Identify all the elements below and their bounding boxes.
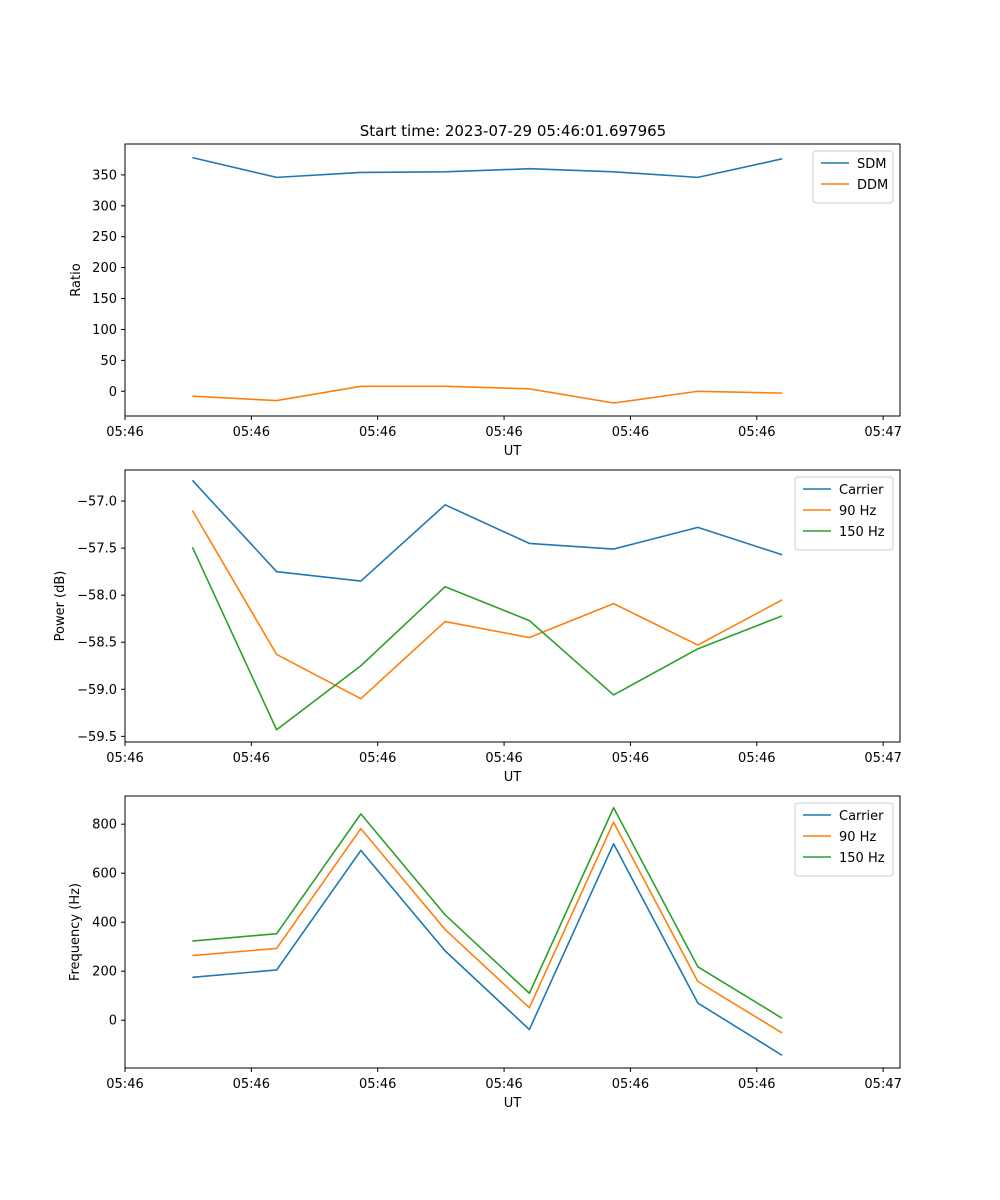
frequency-x-tick-label: 05:46 <box>738 1077 775 1092</box>
frequency-x-tick-label: 05:46 <box>612 1077 649 1092</box>
power-x-tick-label: 05:46 <box>485 751 522 766</box>
power-x-tick-label: 05:46 <box>738 751 775 766</box>
power-legend-label-150-hz: 150 Hz <box>839 525 885 540</box>
ratio-legend-label-sdm: SDM <box>857 157 886 172</box>
power-x-tick-label: 05:46 <box>612 751 649 766</box>
power-series-150-hz-line <box>191 546 783 731</box>
frequency-y-tick-label: 600 <box>92 867 117 882</box>
ratio-panel: 05:46 05:46 05:46 05:46 05:46 05:46 05:47 0 50 10… <box>69 143 902 459</box>
ratio-axes-frame <box>124 143 901 417</box>
power-y-axis-label: Power (dB) <box>53 571 68 642</box>
power-series-90-hz-line <box>191 510 783 700</box>
ratio-y-tick-label: 100 <box>92 323 117 338</box>
frequency-x-tick-label: 05:46 <box>106 1077 143 1092</box>
frequency-y-tick-label: 200 <box>92 965 117 980</box>
frequency-series-150-hz-line <box>192 806 783 1019</box>
power-series-carrier-line <box>191 479 783 582</box>
power-legend-label-carrier: Carrier <box>839 483 884 498</box>
frequency-x-tick-label: 05:46 <box>359 1077 396 1092</box>
ratio-y-tick-label: 200 <box>92 261 117 276</box>
ratio-y-tick-label: 150 <box>92 292 117 307</box>
frequency-axes-frame <box>124 795 901 1069</box>
frequency-x-axis-label: UT <box>504 1096 522 1111</box>
power-x-tick-label: 05:46 <box>233 751 270 766</box>
ratio-x-tick-label: 05:46 <box>233 425 270 440</box>
ratio-y-tick-label: 0 <box>109 385 117 400</box>
ratio-x-tick-label: 05:46 <box>359 425 396 440</box>
frequency-series-90-hz-line <box>192 821 783 1034</box>
frequency-x-tick-label: 05:46 <box>233 1077 270 1092</box>
ratio-series-ddm-line <box>192 385 783 404</box>
ratio-x-tick-label: 05:46 <box>106 425 143 440</box>
ratio-x-tick-label: 05:46 <box>485 425 522 440</box>
frequency-y-tick-label: 800 <box>92 818 117 833</box>
ratio-legend: SDM DDM <box>812 150 894 204</box>
ratio-y-tick-label: 350 <box>92 168 117 183</box>
ratio-x-tick-label: 05:46 <box>612 425 649 440</box>
power-y-tick-label: −58.5 <box>77 636 117 651</box>
power-x-axis-label: UT <box>504 770 522 785</box>
frequency-legend-label-carrier: Carrier <box>839 809 884 824</box>
frequency-legend: Carrier 90 Hz 150 Hz <box>794 802 894 877</box>
frequency-y-tick-label: 400 <box>92 916 117 931</box>
power-x-tick-label: 05:47 <box>864 751 901 766</box>
ratio-y-tick-label: 250 <box>92 230 117 245</box>
power-x-tick-label: 05:46 <box>106 751 143 766</box>
figure-title: Start time: 2023-07-29 05:46:01.697965 <box>360 122 666 140</box>
frequency-series-carrier-line <box>192 842 783 1056</box>
frequency-panel: 05:46 05:46 05:46 05:46 05:46 05:46 05:47 0 200 4… <box>68 795 902 1111</box>
ratio-legend-box <box>812 150 894 204</box>
frequency-y-tick-label: 0 <box>109 1014 117 1029</box>
ratio-y-tick-label: 300 <box>92 199 117 214</box>
ratio-y-axis-label: Ratio <box>69 263 84 296</box>
power-panel: 05:46 05:46 05:46 05:46 05:46 05:46 05:47 −59.5… <box>53 469 902 785</box>
frequency-legend-label-150-hz: 150 Hz <box>839 851 885 866</box>
frequency-x-tick-label: 05:47 <box>864 1077 901 1092</box>
frequency-y-axis-label: Frequency (Hz) <box>68 883 83 981</box>
ratio-legend-label-ddm: DDM <box>857 178 888 193</box>
power-y-tick-label: −59.5 <box>77 730 117 745</box>
ratio-x-tick-label: 05:46 <box>738 425 775 440</box>
ratio-y-tick-label: 50 <box>100 354 117 369</box>
power-y-tick-label: −57.0 <box>77 495 117 510</box>
power-y-tick-label: −57.5 <box>77 542 117 557</box>
power-y-tick-label: −59.0 <box>77 683 117 698</box>
power-x-tick-label: 05:46 <box>359 751 396 766</box>
power-y-tick-label: −58.0 <box>77 589 117 604</box>
ratio-series-sdm-line <box>192 156 783 179</box>
ratio-x-tick-label: 05:47 <box>864 425 901 440</box>
ratio-x-axis-label: UT <box>504 444 522 459</box>
frequency-x-tick-label: 05:46 <box>485 1077 522 1092</box>
power-legend: Carrier 90 Hz 150 Hz <box>794 476 894 551</box>
power-axes-frame <box>124 469 901 743</box>
frequency-legend-label-90-hz: 90 Hz <box>839 830 876 845</box>
power-legend-label-90-hz: 90 Hz <box>839 504 876 519</box>
